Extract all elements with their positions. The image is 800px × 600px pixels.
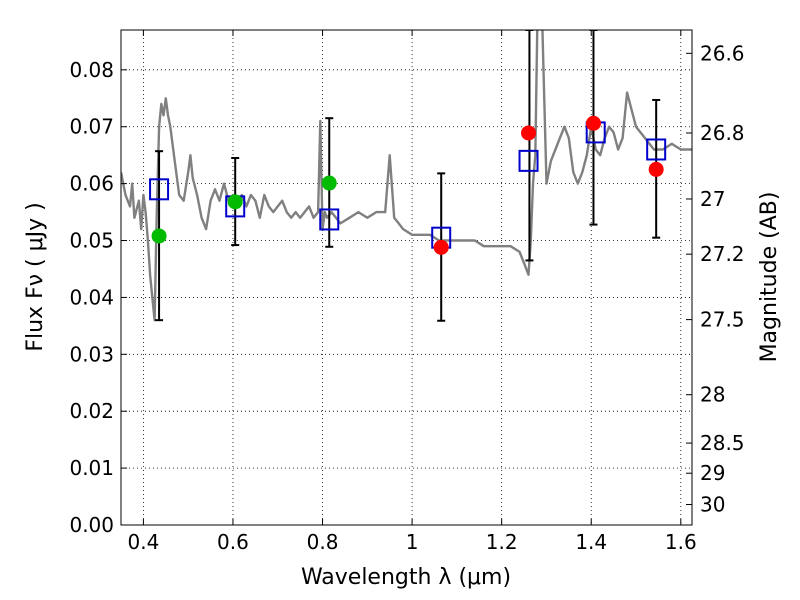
x-tick-label: 1.4 <box>575 530 607 554</box>
y-tick-label: 0.08 <box>69 58 114 82</box>
series-layer <box>121 30 692 322</box>
plot-frame <box>120 29 693 526</box>
y-tick-label: 0.01 <box>69 456 114 480</box>
right-tick-label: 29 <box>700 461 725 485</box>
y-tick-label: 0.00 <box>69 513 114 537</box>
right-tick-label: 27 <box>700 187 725 211</box>
model-photometry-square <box>518 149 539 172</box>
observed-point-green <box>227 194 243 210</box>
y-tick-label: 0.07 <box>69 115 114 139</box>
observed-point-red <box>433 239 449 255</box>
right-tick-label: 28.5 <box>700 431 745 455</box>
model-photometry-square <box>646 138 667 161</box>
plot-background <box>121 30 692 525</box>
x-tick-label: 0.8 <box>307 530 339 554</box>
right-tick-label: 30 <box>700 493 725 517</box>
observed-point-green <box>321 175 337 191</box>
y-tick-label: 0.02 <box>69 399 114 423</box>
x-tick-label: 1 <box>406 530 419 554</box>
right-tick-label: 27.5 <box>700 308 745 332</box>
model-photometry-square <box>149 178 170 201</box>
x-tick-label: 1.6 <box>665 530 697 554</box>
y-tick-label: 0.04 <box>69 285 114 309</box>
model-photometry-square <box>319 208 340 231</box>
observed-point-green <box>151 228 167 244</box>
observed-point-red <box>521 125 537 141</box>
y-tick-label: 0.06 <box>69 172 114 196</box>
right-tick-label: 27.2 <box>700 242 745 266</box>
y-tick-label: 0.03 <box>69 342 114 366</box>
observed-point-red <box>648 161 664 177</box>
x-tick-label: 0.4 <box>127 530 159 554</box>
right-tick-label: 28 <box>700 383 725 407</box>
ticks: 0.4 0.6 0.8 1 1.2 1.4 1.6 0.00 0.01 0.02 0.03 0.04 0… <box>69 30 745 554</box>
right-tick-label: 26.6 <box>700 41 745 65</box>
x-tick-label: 1.2 <box>486 530 518 554</box>
x-tick-label: 0.6 <box>217 530 249 554</box>
y-axis-label-right: Magnitude (AB) <box>757 192 782 363</box>
right-tick-label: 26.8 <box>700 121 745 145</box>
grid <box>121 30 692 526</box>
y-tick-label: 0.05 <box>69 229 114 253</box>
y-axis-label-left: Flux Fν ( μJy ) <box>23 202 48 351</box>
x-axis-label: Wavelength λ (μm) <box>301 565 511 590</box>
observed-point-red <box>585 115 601 131</box>
